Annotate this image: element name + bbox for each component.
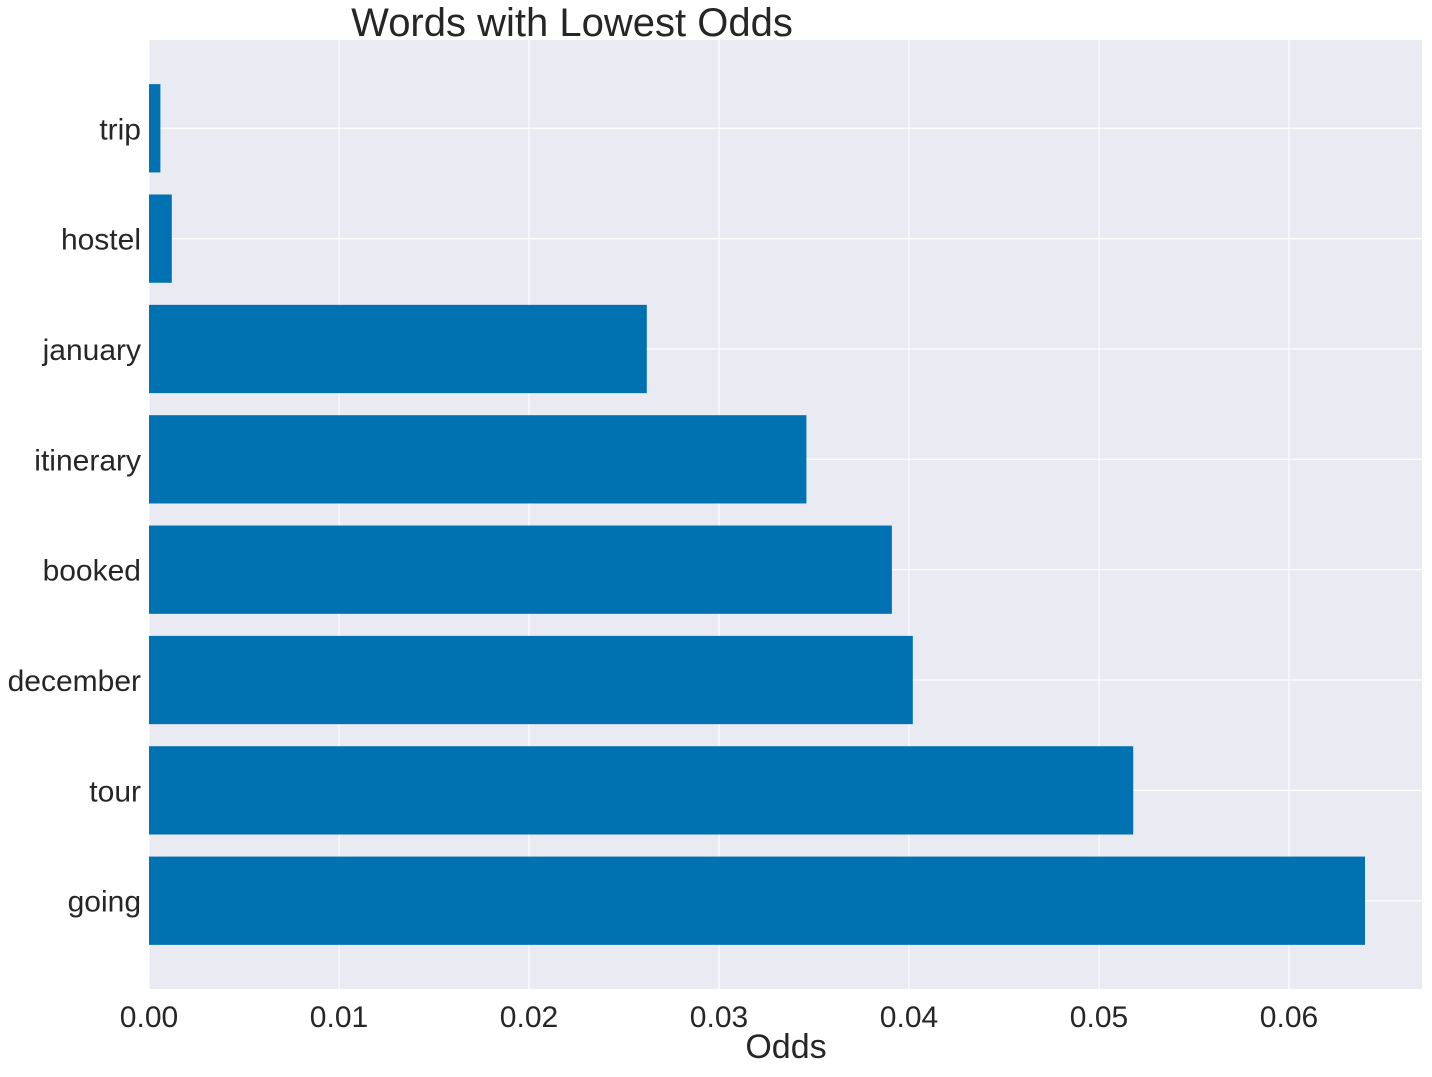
- y-tick-label: tour: [89, 775, 141, 808]
- y-tick-label: trip: [99, 113, 141, 146]
- x-tick-label: 0.05: [1070, 1001, 1128, 1034]
- x-tick-label: 0.03: [690, 1001, 748, 1034]
- x-axis-label: Odds: [745, 1028, 826, 1066]
- chart-title: Words with Lowest Odds: [351, 1, 793, 45]
- plot-background: [149, 40, 1422, 989]
- x-tick-label: 0.00: [120, 1001, 178, 1034]
- bar-hostel: [149, 194, 172, 283]
- bar-january: [149, 304, 647, 394]
- y-tick-label: booked: [43, 555, 141, 588]
- y-tick-label: itinerary: [34, 444, 141, 477]
- plot-area: trip hostel january itinerary booked december…: [8, 40, 1422, 1034]
- bar-itinerary: [149, 415, 807, 504]
- y-tick-label: going: [68, 886, 141, 919]
- y-tick-label: december: [8, 665, 141, 698]
- x-tick-label: 0.06: [1260, 1001, 1318, 1034]
- bar-booked: [149, 525, 892, 614]
- x-tick-label: 0.04: [880, 1001, 938, 1034]
- y-tick-label: hostel: [61, 224, 141, 257]
- y-tick-label: january: [42, 334, 141, 367]
- x-tick-label: 0.01: [310, 1001, 368, 1034]
- bar-going: [149, 856, 1365, 945]
- x-tick-label: 0.02: [500, 1001, 558, 1034]
- bar-tour: [149, 746, 1134, 835]
- bar-december: [149, 635, 913, 725]
- bar-trip: [149, 84, 161, 173]
